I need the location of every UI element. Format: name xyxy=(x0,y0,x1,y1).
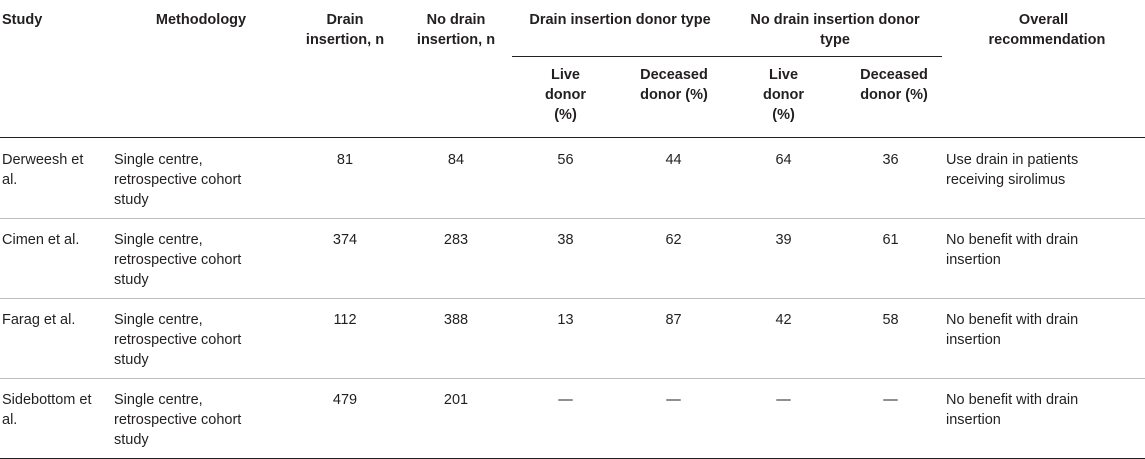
header-overall-recommendation-label: Overall recommendation xyxy=(988,12,1106,48)
cell-no-drain-live: 64 xyxy=(728,137,840,219)
table-row: Cimen et al. Single centre, retrospectiv… xyxy=(0,218,1145,299)
header-drain-insertion-n: Drain insertion, n xyxy=(290,0,400,138)
cell-methodology-text: Single centre, retrospective cohort stud… xyxy=(114,312,242,368)
cell-methodology: Single centre, retrospective cohort stud… xyxy=(112,218,290,299)
cell-drain-live: 56 xyxy=(512,137,619,219)
cell-drain-n: 479 xyxy=(290,378,400,459)
header-methodology: Methodology xyxy=(112,0,290,138)
cell-drain-live: 13 xyxy=(512,298,619,379)
header-row-top: Study Methodology Drain insertion, n No … xyxy=(0,0,1145,138)
cell-no-drain-deceased: 58 xyxy=(839,298,943,379)
cell-drain-deceased: 62 xyxy=(619,218,729,299)
cell-drain-live: 38 xyxy=(512,218,619,299)
cell-recommendation-text: No benefit with drain insertion xyxy=(946,232,1079,268)
header-no-drain-live-donor-label: Live donor (%) xyxy=(762,67,805,123)
header-drain-insertion-n-label: Drain insertion, n xyxy=(305,12,385,48)
cell-no-drain-live: 39 xyxy=(728,218,840,299)
header-drain-deceased-donor: Deceased donor (%) xyxy=(619,56,729,138)
cell-study-text: Cimen et al. xyxy=(2,232,80,248)
cell-recommendation: Use drain in patients receiving sirolimu… xyxy=(942,137,1145,219)
cell-methodology-text: Single centre, retrospective cohort stud… xyxy=(114,152,242,208)
table-row: Sidebottom et al. Single centre, retrosp… xyxy=(0,378,1145,459)
cell-recommendation-text: No benefit with drain insertion xyxy=(946,392,1079,428)
header-no-drain-donor-type: No drain insertion donor type xyxy=(728,0,943,57)
header-study: Study xyxy=(0,0,112,138)
header-no-drain-live-donor: Live donor (%) xyxy=(728,56,840,138)
header-drain-donor-type: Drain insertion donor type xyxy=(512,0,729,57)
cell-study: Sidebottom et al. xyxy=(0,378,112,459)
header-no-drain-insertion-n-label: No drain insertion, n xyxy=(416,12,496,48)
cell-no-drain-n: 283 xyxy=(400,218,512,299)
header-no-drain-donor-type-label: No drain insertion donor type xyxy=(750,12,920,48)
cell-no-drain-deceased: — xyxy=(839,378,943,459)
cell-drain-n: 81 xyxy=(290,137,400,219)
cell-drain-deceased: — xyxy=(619,378,729,459)
cell-drain-deceased: 44 xyxy=(619,137,729,219)
table-row: Farag et al. Single centre, retrospectiv… xyxy=(0,298,1145,379)
cell-study: Derweesh et al. xyxy=(0,137,112,219)
cell-recommendation: No benefit with drain insertion xyxy=(942,298,1145,379)
cell-study: Farag et al. xyxy=(0,298,112,379)
cell-study-text: Sidebottom et al. xyxy=(2,392,92,428)
table-row: Derweesh et al. Single centre, retrospec… xyxy=(0,137,1145,219)
cell-recommendation-text: No benefit with drain insertion xyxy=(946,312,1079,348)
cell-drain-n: 374 xyxy=(290,218,400,299)
cell-drain-live: — xyxy=(512,378,619,459)
cell-recommendation: No benefit with drain insertion xyxy=(942,218,1145,299)
cell-no-drain-live: — xyxy=(728,378,840,459)
header-overall-recommendation: Overall recommendation xyxy=(942,0,1145,138)
cell-methodology: Single centre, retrospective cohort stud… xyxy=(112,378,290,459)
cell-no-drain-n: 84 xyxy=(400,137,512,219)
cell-no-drain-n: 388 xyxy=(400,298,512,379)
header-no-drain-insertion-n: No drain insertion, n xyxy=(400,0,512,138)
cell-recommendation-text: Use drain in patients receiving sirolimu… xyxy=(946,152,1079,188)
header-drain-live-donor-label: Live donor (%) xyxy=(544,67,587,123)
cell-drain-n: 112 xyxy=(290,298,400,379)
cell-study-text: Farag et al. xyxy=(2,312,76,328)
cell-no-drain-deceased: 61 xyxy=(839,218,943,299)
header-drain-live-donor: Live donor (%) xyxy=(512,56,619,138)
header-no-drain-deceased-donor-label: Deceased donor (%) xyxy=(860,67,928,103)
cell-methodology-text: Single centre, retrospective cohort stud… xyxy=(114,392,242,448)
header-row-sub: Live donor (%) Deceased donor (%) Live d… xyxy=(0,56,1145,138)
cell-no-drain-live: 42 xyxy=(728,298,840,379)
cell-recommendation: No benefit with drain insertion xyxy=(942,378,1145,459)
cell-methodology-text: Single centre, retrospective cohort stud… xyxy=(114,232,242,288)
cell-study-text: Derweesh et al. xyxy=(2,152,84,188)
header-drain-deceased-donor-label: Deceased donor (%) xyxy=(640,67,708,103)
cell-no-drain-n: 201 xyxy=(400,378,512,459)
cell-no-drain-deceased: 36 xyxy=(839,137,943,219)
cell-drain-deceased: 87 xyxy=(619,298,729,379)
cell-study: Cimen et al. xyxy=(0,218,112,299)
cell-methodology: Single centre, retrospective cohort stud… xyxy=(112,298,290,379)
header-no-drain-deceased-donor: Deceased donor (%) xyxy=(839,56,943,138)
cell-methodology: Single centre, retrospective cohort stud… xyxy=(112,137,290,219)
